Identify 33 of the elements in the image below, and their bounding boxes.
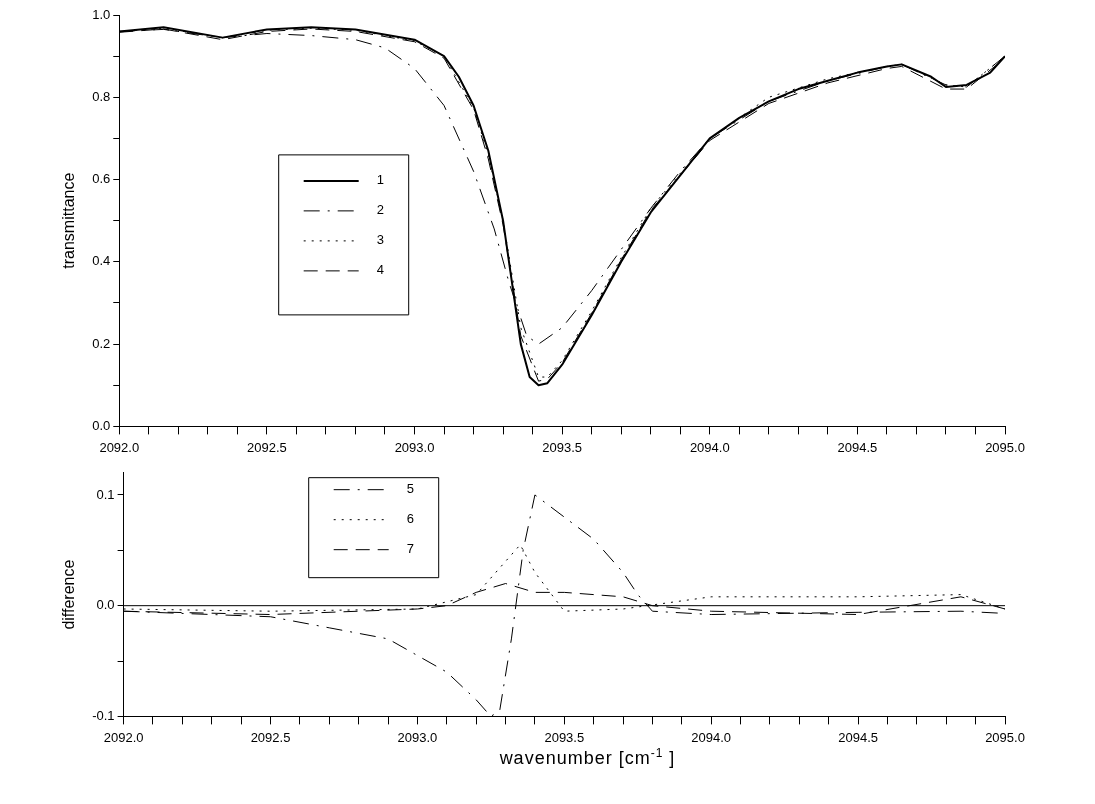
legend-label: 2	[376, 202, 384, 218]
y-tick-label: 0.0	[96, 597, 115, 613]
x-tick-label: 2094.5	[837, 439, 878, 455]
x-tick-label: 2093.5	[542, 439, 583, 455]
y-tick-label: 0.6	[92, 171, 111, 187]
y-tick-label: 0.2	[92, 335, 111, 351]
legend-label: 4	[376, 262, 384, 278]
legend-label: 7	[406, 541, 414, 557]
x-tick-label: 2094.0	[689, 439, 730, 455]
x-tick-label: 2094.0	[691, 729, 732, 745]
y-tick-label: 1.0	[92, 6, 111, 22]
legend-label: 6	[406, 511, 414, 527]
y-tick-label: 0.4	[92, 253, 111, 269]
x-tick-label: 2092.0	[103, 729, 144, 745]
x-axis-title: wavenumber [cm$^{-1}$ ]	[498, 746, 677, 769]
x-tick-label: 2092.0	[99, 439, 140, 455]
x-tick-label: 2092.5	[250, 729, 291, 745]
y-tick-label: 0.8	[92, 88, 111, 104]
x-tick-label: 2095.0	[985, 729, 1025, 745]
x-tick-label: 2093.5	[544, 729, 585, 745]
x-tick-label: 2092.5	[247, 439, 287, 455]
y-tick-label: 0.0	[92, 417, 111, 433]
x-tick-label: 2095.0	[985, 439, 1025, 455]
y-tick-label: 0.1	[96, 486, 115, 502]
y-axis-title: transmittance	[60, 172, 78, 269]
legend-label: 5	[406, 481, 414, 497]
legend-label: 1	[376, 172, 384, 188]
x-tick-label: 2094.5	[838, 729, 878, 745]
x-tick-label: 2093.0	[394, 439, 435, 455]
y-axis-title: difference	[60, 559, 78, 630]
y-tick-label: -0.1	[92, 707, 115, 723]
legend-label: 3	[376, 232, 384, 248]
x-tick-label: 2093.0	[397, 729, 438, 745]
